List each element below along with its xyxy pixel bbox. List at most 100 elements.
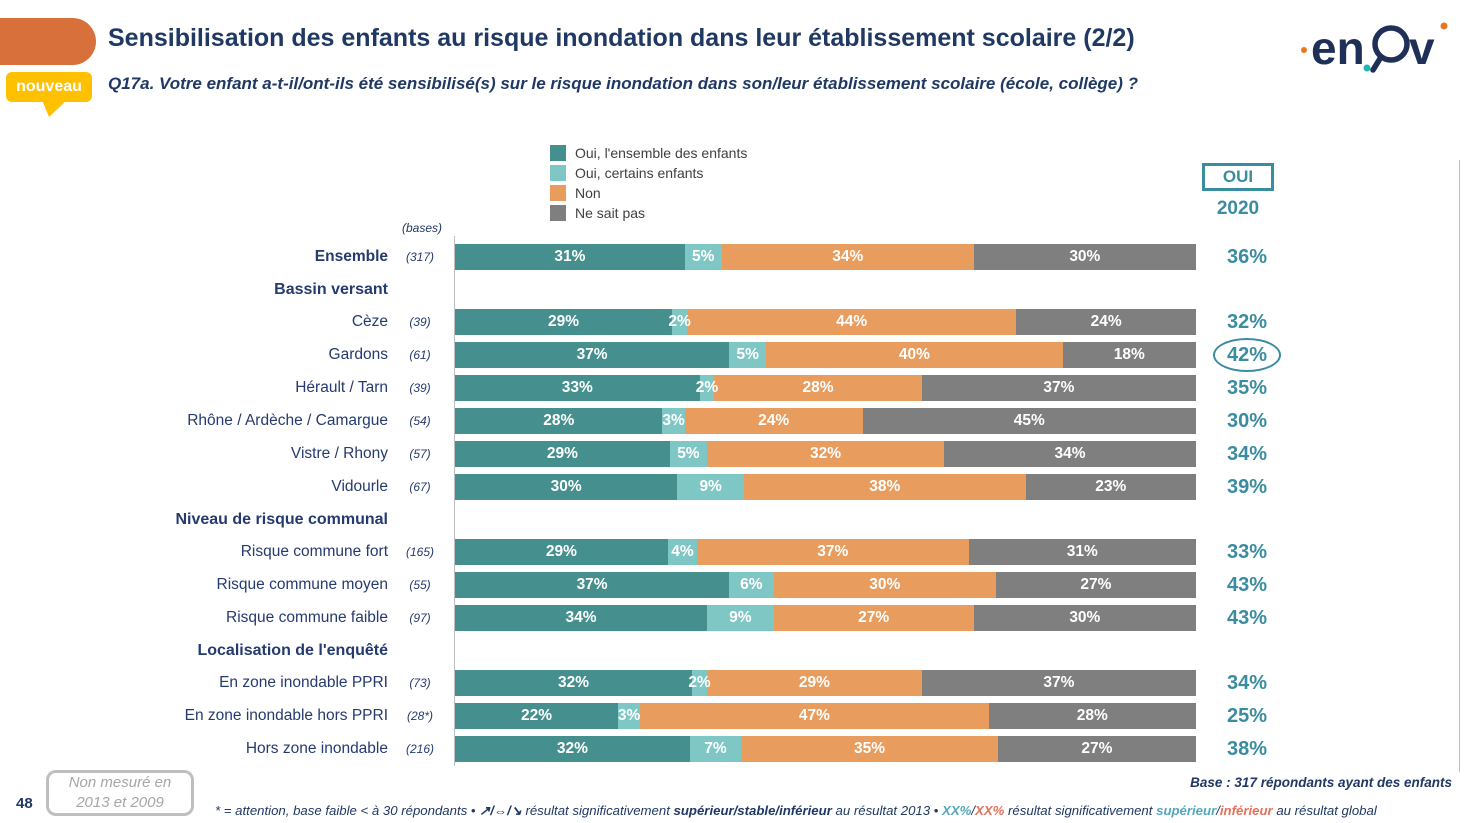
chart-axis-line [454, 236, 455, 766]
bar-segment-value: 2% [695, 379, 719, 396]
row-label: Vistre / Rhony [290, 445, 388, 462]
footnote-text: au résultat global [1272, 803, 1377, 818]
bar-segment: 28% [455, 408, 663, 434]
bar-segment: 32% [455, 670, 693, 696]
bar-segment: 37% [455, 342, 730, 368]
bar-segment: 3% [618, 703, 640, 729]
oui-cell: 42% [1202, 338, 1292, 372]
oui-cell: 39% [1202, 476, 1292, 499]
bar-track: 29% 4% 37% 31% [455, 539, 1196, 565]
svg-text:v: v [1409, 22, 1435, 74]
bar-segment-value: 6% [740, 576, 763, 593]
chart-row: Risque commune fort (165) 29% 4% 37% 31% 33% [0, 539, 1464, 565]
row-label: Cèze [351, 313, 388, 330]
legend-item: Oui, certains enfants [550, 163, 747, 183]
chart-row: Rhône / Ardèche / Camargue (54) 28% 3% 24% 45… [0, 408, 1464, 434]
oui-cell: 30% [1202, 410, 1292, 433]
chart-row: Vidourle (67) 30% 9% 38% 23% 39% [0, 474, 1464, 500]
chart-row: Cèze (39) 29% 2% 44% 24% 32% [0, 309, 1464, 335]
bar-segment: 6% [729, 572, 774, 598]
bar-segment: 9% [677, 474, 744, 500]
plot-right-border [1459, 160, 1460, 772]
row-base: (57) [409, 447, 431, 461]
legend-item: Ne sait pas [550, 203, 747, 223]
nouveau-badge: nouveau [6, 72, 92, 102]
row-label: Hérault / Tarn [295, 379, 388, 396]
row-label: En zone inondable PPRI [219, 674, 388, 691]
bar-segment: 27% [773, 605, 974, 631]
bar-segment: 23% [1025, 474, 1196, 500]
oui-cell: 32% [1202, 311, 1292, 334]
oui-cell: 43% [1202, 574, 1292, 597]
bar-segment-value: 30% [869, 576, 901, 593]
bar-segment-value: 5% [692, 248, 715, 265]
bar-segment: 27% [997, 736, 1196, 762]
bar-track: 32% 7% 35% 27% [455, 736, 1196, 762]
bar-segment-value: 2% [688, 674, 711, 691]
enov-logo: en v [1298, 12, 1450, 81]
nouveau-badge-tail [42, 100, 67, 117]
bar-segment-value: 47% [798, 707, 830, 724]
row-base: (61) [409, 348, 431, 362]
bar-segment-value: 22% [520, 707, 553, 724]
bar-segment: 27% [995, 572, 1196, 598]
bar-segment: 29% [455, 539, 668, 565]
row-base: (55) [409, 578, 431, 592]
row-base: (216) [405, 742, 434, 756]
bar-segment: 32% [706, 441, 945, 467]
oui-value: 38% [1226, 737, 1268, 760]
bar-segment: 22% [455, 703, 619, 729]
oui-value: 25% [1226, 704, 1268, 727]
bar-segment: 31% [455, 244, 685, 270]
row-base: (39) [409, 381, 431, 395]
bar-segment: 30% [455, 474, 678, 500]
bar-segment-value: 27% [1081, 740, 1113, 757]
oui-value: 34% [1226, 671, 1268, 694]
stacked-bar-chart: Ensemble (317) 31% 5% 34% 30% 36% Bassin versan… [0, 244, 1464, 769]
legend-label: Oui, certains enfants [575, 165, 704, 181]
bar-track: 34% 9% 27% 30% [455, 605, 1196, 631]
legend-swatch-icon [550, 145, 566, 161]
bar-segment-value: 37% [576, 576, 608, 593]
bar-track: 22% 3% 47% 28% [455, 703, 1196, 729]
bar-track: 29% 2% 44% 24% [455, 309, 1196, 335]
oui-value: 39% [1226, 475, 1268, 498]
legend-swatch-icon [550, 185, 566, 201]
row-base: (317) [405, 250, 434, 264]
bar-segment: 37% [921, 670, 1196, 696]
legend-item: Oui, l'ensemble des enfants [550, 143, 747, 163]
bar-track: 28% 3% 24% 45% [455, 408, 1196, 434]
footnote-text: au résultat 2013 • [831, 803, 943, 818]
footnote-text: / [971, 803, 976, 818]
bar-segment-value: 30% [1069, 609, 1101, 626]
row-base: (97) [409, 611, 431, 625]
bar-segment: 47% [640, 703, 989, 729]
legend-swatch-icon [550, 165, 566, 181]
chart-row: Risque commune moyen (55) 37% 6% 30% 27% 43% [0, 572, 1464, 598]
bar-segment-value: 28% [1076, 707, 1108, 724]
row-base: (165) [405, 545, 434, 559]
bar-segment-value: 38% [869, 478, 901, 495]
row-label: En zone inondable hors PPRI [184, 707, 388, 724]
oui-value: 36% [1226, 245, 1268, 268]
chart-row: En zone inondable PPRI (73) 32% 2% 29% 37% 34% [0, 670, 1464, 696]
not-measured-note-box: Non mesuré en 2013 et 2009 [46, 770, 194, 816]
bar-segment-value: 31% [554, 248, 586, 265]
bar-segment: 34% [944, 441, 1196, 467]
bar-segment: 2% [668, 309, 691, 335]
bar-segment-value: 32% [556, 740, 588, 757]
oui-value: 43% [1226, 573, 1268, 596]
bar-segment: 5% [729, 342, 767, 368]
footnote-superior: supérieur [1156, 803, 1217, 818]
page-title: Sensibilisation des enfants au risque in… [108, 24, 1135, 52]
chart-row: Ensemble (317) 31% 5% 34% 30% 36% [0, 244, 1464, 270]
chart-row: Hors zone inondable (216) 32% 7% 35% 27% 38% [0, 736, 1464, 762]
bar-segment: 24% [684, 408, 863, 434]
row-label: Risque commune moyen [216, 576, 388, 593]
oui-cell: 36% [1202, 246, 1292, 269]
bar-track: 30% 9% 38% 23% [455, 474, 1196, 500]
bar-track: 31% 5% 34% 30% [455, 244, 1196, 270]
row-label: Vidourle [331, 478, 388, 495]
bar-segment: 45% [862, 408, 1196, 434]
bar-segment-value: 9% [729, 609, 752, 626]
